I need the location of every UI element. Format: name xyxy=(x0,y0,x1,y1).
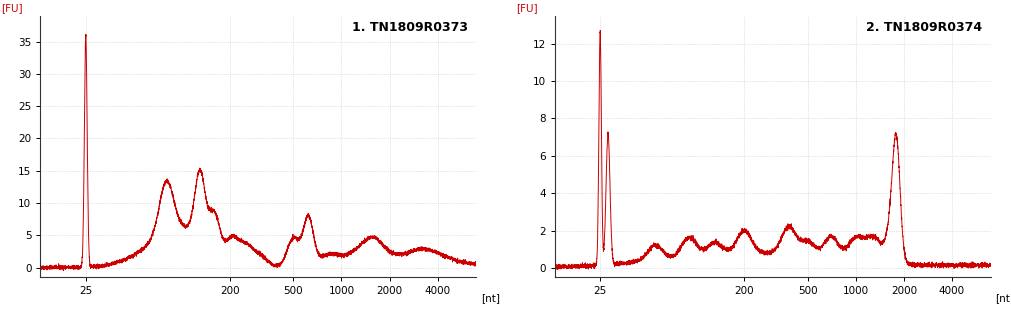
Text: [FU]: [FU] xyxy=(1,3,23,13)
Text: [nt]: [nt] xyxy=(995,293,1011,303)
Text: 1. TN1809R0373: 1. TN1809R0373 xyxy=(352,21,468,34)
Text: [nt]: [nt] xyxy=(481,293,499,303)
Text: [FU]: [FU] xyxy=(516,3,538,13)
Text: 2. TN1809R0374: 2. TN1809R0374 xyxy=(866,21,982,34)
